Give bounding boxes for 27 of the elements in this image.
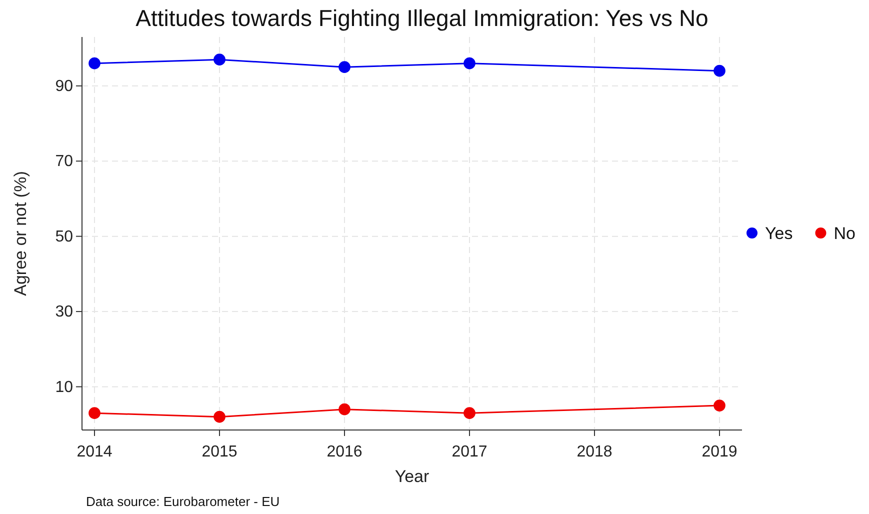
point	[88, 407, 100, 419]
point	[214, 54, 226, 66]
y-tick-label: 50	[55, 228, 74, 246]
x-tick-label: 2015	[202, 444, 238, 461]
point	[338, 61, 350, 73]
y-axis-title: Agree or not (%)	[11, 171, 30, 296]
x-tick-label: 2018	[576, 444, 612, 461]
x-tick-label: 2014	[76, 444, 112, 461]
x-axis-title: Year	[394, 467, 430, 486]
point	[88, 57, 100, 70]
point	[464, 57, 476, 70]
chart-title: Attitudes towards Fighting Illegal Immigration: Yes vs No	[136, 5, 708, 31]
x-tick-label: 2017	[452, 444, 488, 461]
point	[214, 410, 226, 423]
source-note: Data source: Eurobarometer - EU	[86, 494, 280, 509]
y-tick-label: 70	[55, 153, 74, 170]
y-tick-label: 10	[55, 378, 74, 396]
legend-label: Yes	[765, 224, 793, 243]
point	[338, 403, 350, 416]
point	[464, 407, 476, 419]
point	[714, 400, 726, 412]
x-tick-label: 2016	[326, 444, 362, 461]
y-tick-label: 90	[55, 78, 74, 96]
point	[714, 64, 726, 77]
x-tick-label: 2019	[702, 444, 738, 461]
y-tick-label: 30	[55, 304, 74, 321]
legend-label: No	[834, 224, 856, 243]
